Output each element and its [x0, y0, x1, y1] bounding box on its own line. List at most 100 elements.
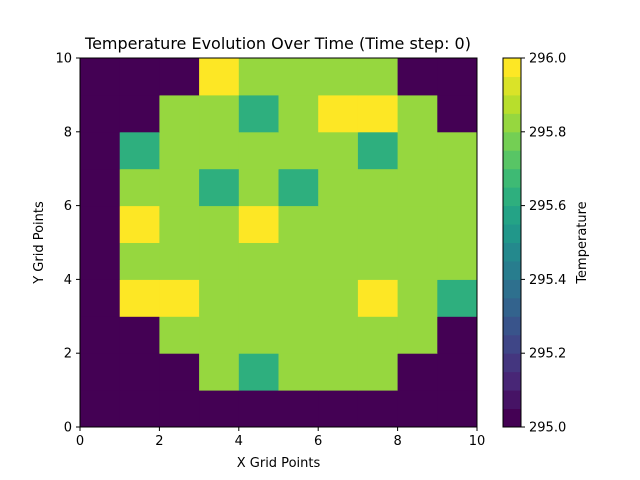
colorbar-segment [503, 260, 521, 280]
colorbar-segment [503, 94, 521, 114]
heatmap-cell [199, 242, 240, 280]
x-axis-label: X Grid Points [237, 456, 321, 471]
x-tick-label: 4 [235, 434, 243, 449]
heatmap-cell [437, 279, 478, 317]
colorbar-segment [503, 353, 521, 373]
colorbar-segment [503, 76, 521, 96]
heatmap-cell [199, 316, 240, 354]
x-tick-label: 10 [469, 434, 486, 449]
heatmap-cell [119, 205, 160, 243]
heatmap-cell [278, 279, 319, 317]
heatmap-cell [238, 279, 279, 317]
heatmap-cell [437, 131, 478, 170]
heatmap-cell [397, 279, 438, 317]
colorbar-segment [503, 187, 521, 207]
heatmap-cell [199, 205, 240, 243]
heatmap-cell [159, 242, 200, 280]
colorbar-label: Temperature [575, 201, 590, 284]
colorbar-tick-label: 295.6 [529, 199, 566, 214]
x-tick-label: 0 [76, 434, 84, 449]
heatmap-cell [437, 58, 478, 96]
heatmap-cell [318, 242, 359, 280]
heatmap-cell [318, 316, 359, 354]
heatmap-cell [318, 279, 359, 317]
heatmap-cell [238, 131, 279, 170]
heatmap-cell [119, 94, 160, 133]
heatmap-cell [278, 205, 319, 243]
heatmap-cell [238, 316, 279, 354]
heatmap-cell [80, 242, 121, 280]
heatmap-cell [397, 58, 438, 96]
heatmap-cell [318, 58, 359, 96]
colorbar-segment [503, 390, 521, 410]
heatmap-cell [397, 390, 438, 428]
heatmap-cell [159, 353, 200, 391]
heatmap-cell [80, 316, 121, 354]
y-axis-ticks: 0 2 4 6 8 10 [55, 52, 80, 436]
y-tick-label: 10 [55, 52, 72, 67]
colorbar [503, 58, 521, 428]
colorbar-segment [503, 279, 521, 299]
heatmap-cell [278, 242, 319, 280]
heatmap-cell [238, 242, 279, 280]
colorbar-tick-label: 295.0 [529, 421, 566, 436]
y-tick-label: 6 [64, 199, 72, 214]
heatmap-cell [397, 316, 438, 354]
heatmap-cell [437, 353, 478, 391]
heatmap-cell [199, 353, 240, 391]
colorbar-segment [503, 297, 521, 317]
heatmap-cell [119, 279, 160, 317]
heatmap-cell [119, 390, 160, 428]
heatmap-cell [357, 390, 399, 428]
heatmap-cell [278, 316, 319, 354]
colorbar-segment [503, 131, 521, 151]
heatmap-cell [397, 242, 438, 280]
heatmap-cell [437, 205, 478, 243]
heatmap-cell [357, 242, 399, 280]
heatmap-cell [119, 58, 160, 96]
heatmap-cell [119, 168, 160, 207]
heatmap-cell [80, 390, 121, 428]
heatmap-cell [278, 168, 319, 207]
colorbar-tick-label: 295.4 [529, 273, 566, 288]
colorbar-segment [503, 334, 521, 354]
heatmap-cell [199, 131, 240, 170]
colorbar-segment [503, 224, 521, 243]
heatmap-cell [278, 94, 319, 133]
heatmap-cell [238, 353, 279, 391]
heatmap-cell [159, 205, 200, 243]
heatmap-cell [357, 168, 399, 207]
heatmap-cell [159, 279, 200, 317]
colorbar-tick-label: 295.2 [529, 347, 566, 362]
heatmap-cell [278, 390, 319, 428]
heatmap-cell [159, 168, 200, 207]
heatmap-cell [199, 168, 240, 207]
heatmap-cell [80, 279, 121, 317]
y-tick-label: 0 [64, 421, 72, 436]
heatmap-cell [437, 94, 478, 133]
heatmap-cell [159, 58, 200, 96]
heatmap-cell [437, 390, 478, 428]
heatmap-cell [357, 131, 399, 170]
colorbar-segment [503, 316, 521, 336]
colorbar-tick-label: 296.0 [529, 52, 566, 67]
heatmap-cell [238, 58, 279, 96]
heatmap-cell [397, 205, 438, 243]
colorbar-segment [503, 58, 521, 77]
heatmap-cell [357, 205, 399, 243]
plot-frame [79, 57, 478, 428]
heatmap-cell [357, 353, 399, 391]
heatmap-cell [238, 390, 279, 428]
heatmap-cell [199, 390, 240, 428]
heatmap-cell [318, 390, 359, 428]
colorbar-segment [503, 242, 521, 262]
heatmap-cell [318, 168, 359, 207]
heatmap-cell [278, 58, 319, 96]
heatmap-cell [119, 316, 160, 354]
x-tick-label: 6 [314, 434, 322, 449]
heatmap-cell [278, 131, 319, 170]
heatmap-cell [357, 279, 399, 317]
y-tick-label: 8 [64, 125, 72, 140]
heatmap-cell [318, 131, 359, 170]
